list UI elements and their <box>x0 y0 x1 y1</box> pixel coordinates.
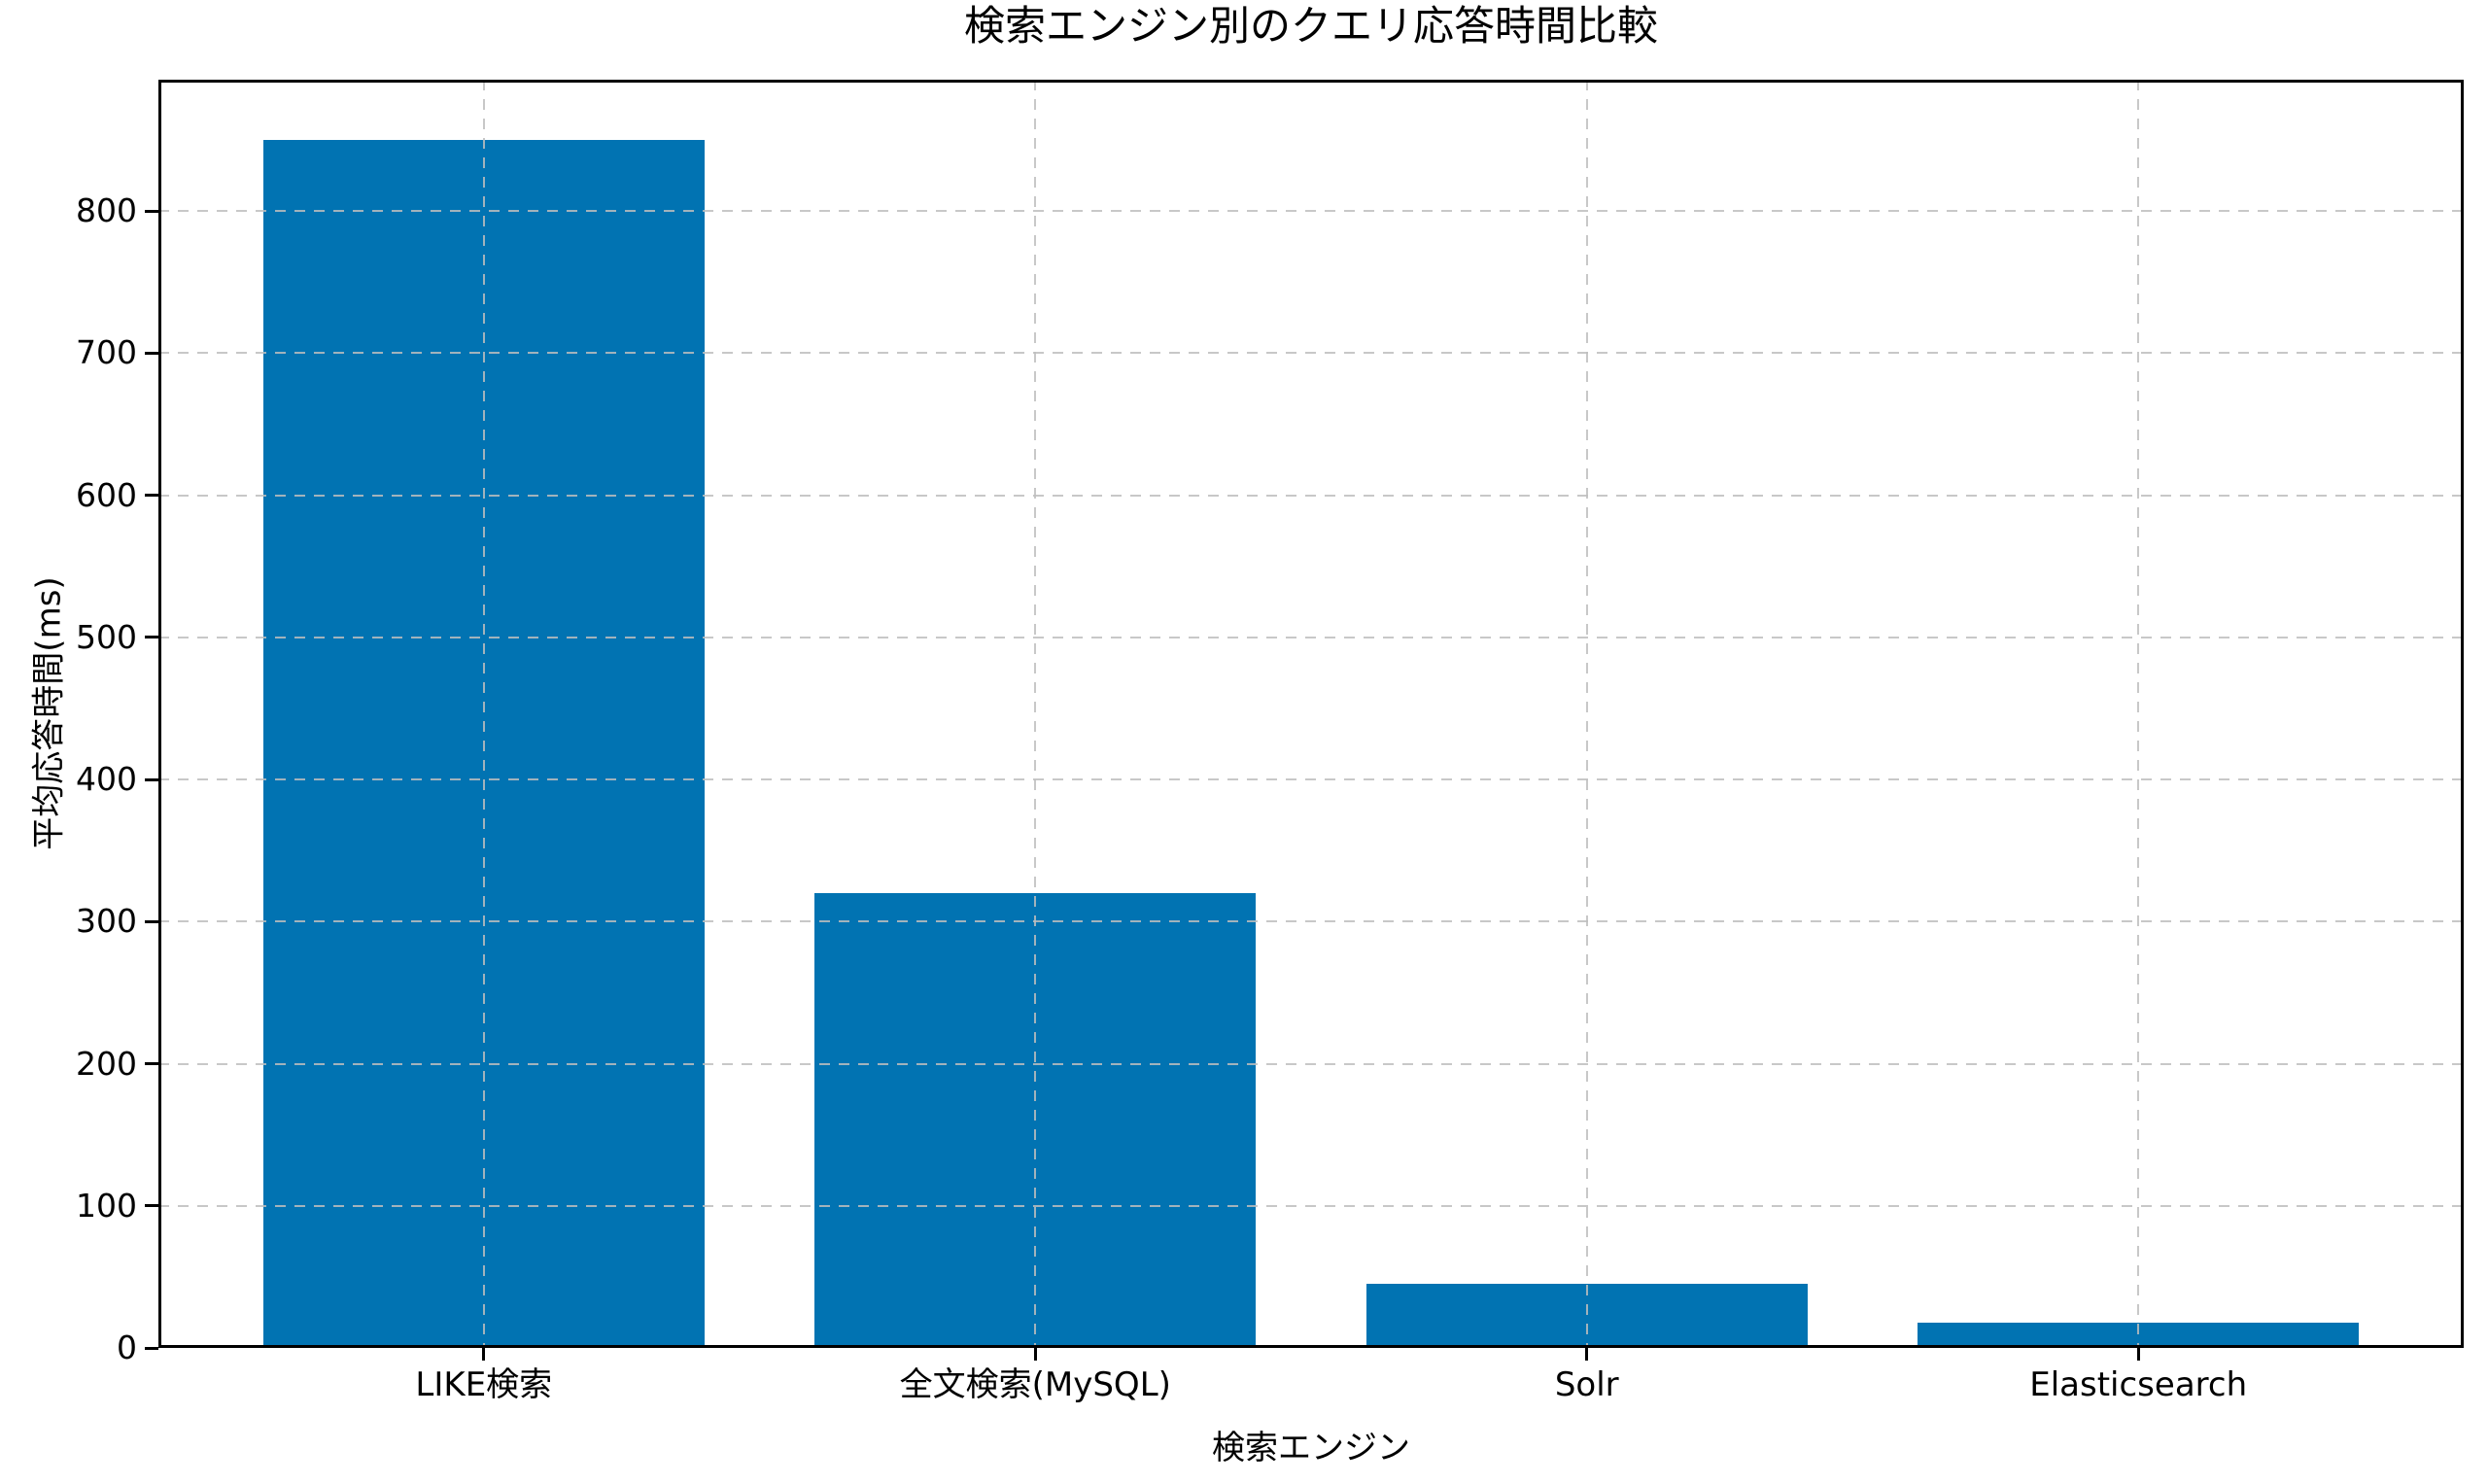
y-tick-mark-100 <box>145 1204 158 1208</box>
y-gridline-700 <box>158 352 2464 355</box>
y-tick-label-100: 100 <box>76 1186 137 1225</box>
plot-area <box>158 80 2464 1348</box>
x-gridline-1 <box>482 80 485 1348</box>
y-gridline-100 <box>158 1204 2464 1207</box>
y-tick-mark-500 <box>145 636 158 639</box>
x-tick-mark-3 <box>1585 1348 1589 1361</box>
y-gridline-400 <box>158 778 2464 781</box>
y-tick-mark-800 <box>145 209 158 213</box>
x-gridline-4 <box>2137 80 2140 1348</box>
y-tick-label-800: 800 <box>76 191 137 230</box>
y-gridline-600 <box>158 494 2464 497</box>
y-tick-mark-200 <box>145 1062 158 1066</box>
x-axis-label: 検索エンジン <box>1212 1429 1410 1467</box>
chart-title: 検索エンジン別のクエリ応答時間比較 <box>963 2 1658 50</box>
y-tick-label-700: 700 <box>76 333 137 372</box>
x-tick-label-1: LIKE検索 <box>415 1365 553 1404</box>
grid-layer <box>158 80 2464 1348</box>
y-tick-label-0: 0 <box>117 1329 137 1366</box>
y-gridline-200 <box>158 1062 2464 1065</box>
y-tick-mark-700 <box>145 351 158 355</box>
y-tick-label-400: 400 <box>76 760 137 799</box>
y-gridline-500 <box>158 636 2464 638</box>
x-tick-label-2: 全文検索(MySQL) <box>899 1365 1171 1404</box>
y-gridline-800 <box>158 210 2464 213</box>
axes-spines <box>158 80 2464 1348</box>
y-tick-label-600: 600 <box>76 475 137 514</box>
y-tick-label-200: 200 <box>76 1044 137 1083</box>
y-tick-mark-0 <box>145 1346 158 1350</box>
y-tick-mark-400 <box>145 777 158 781</box>
x-tick-label-3: Solr <box>1554 1365 1619 1404</box>
y-tick-label-300: 300 <box>76 902 137 941</box>
x-gridline-2 <box>1034 80 1037 1348</box>
y-tick-mark-600 <box>145 494 158 498</box>
x-tick-mark-4 <box>2136 1348 2140 1361</box>
x-tick-mark-1 <box>482 1348 486 1361</box>
x-gridline-3 <box>1585 80 1588 1348</box>
x-tick-mark-2 <box>1033 1348 1037 1361</box>
y-gridline-300 <box>158 920 2464 923</box>
y-tick-label-500: 500 <box>76 617 137 656</box>
x-tick-label-4: Elasticsearch <box>2029 1365 2248 1404</box>
y-tick-mark-300 <box>145 919 158 923</box>
